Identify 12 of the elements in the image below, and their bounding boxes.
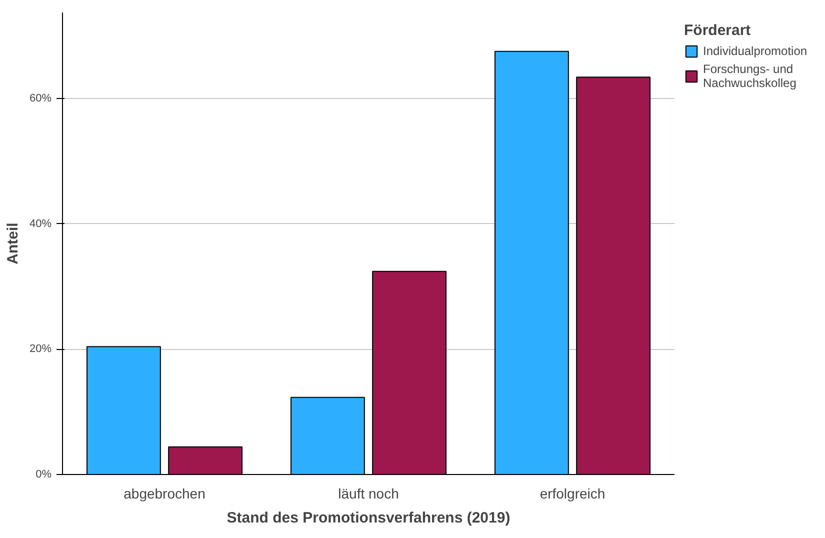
legend-label: Individualpromotion: [703, 44, 808, 58]
y-axis-title: Anteil: [4, 222, 22, 264]
x-tick-label: erfolgreich: [540, 486, 606, 502]
y-tick-label: 0%: [36, 468, 52, 480]
x-tick-label: abgebrochen: [124, 486, 206, 502]
legend-title: Förderart: [684, 22, 752, 39]
x-tick-label: läuft noch: [338, 486, 399, 502]
y-tick-label: 40%: [29, 218, 52, 230]
x-axis-title: Stand des Promotionsverfahrens (2019): [226, 510, 510, 526]
y-tick-label: 20%: [29, 343, 52, 356]
y-tick-label: 60%: [29, 92, 52, 104]
legend-label: Forschungs- und Nachwuchskolleg: [703, 62, 796, 90]
